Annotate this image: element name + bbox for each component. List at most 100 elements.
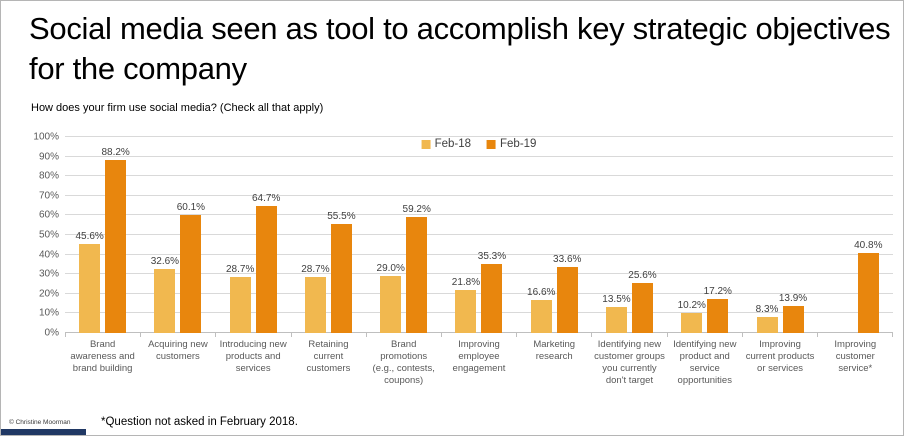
- legend-label: Feb-18: [434, 138, 471, 150]
- x-axis-tick: [592, 333, 668, 337]
- x-axis-tick: [292, 333, 367, 337]
- x-axis-tick: [743, 333, 818, 337]
- bar-value-label: 55.5%: [327, 211, 356, 223]
- bar-slot: 17.2%: [704, 137, 732, 333]
- bar-feb-19: [406, 216, 428, 333]
- y-tick-label: 80%: [38, 170, 59, 182]
- legend-item: Feb-18: [421, 138, 471, 150]
- legend-item: Feb-19: [487, 138, 536, 150]
- bar-group: 13.5% 25.6%: [592, 137, 667, 333]
- bar-slot: 40.8%: [854, 137, 882, 333]
- copyright-credit: © Christine Moorman: [9, 419, 71, 426]
- y-tick-label: 10%: [38, 307, 59, 319]
- bar-feb-19: [481, 263, 503, 333]
- footer-accent-bar: [1, 429, 86, 435]
- bar-value-label: 8.3%: [755, 303, 779, 315]
- legend-swatch-feb-19: [487, 139, 496, 149]
- bar-value-label: 16.6%: [527, 287, 556, 299]
- bar-group: 28.7% 64.7%: [216, 137, 291, 333]
- x-axis-tick: [65, 333, 142, 337]
- bar-value-label: 10.2%: [677, 300, 706, 312]
- legend: Feb-18 Feb-19: [421, 138, 536, 150]
- gridline: [65, 253, 893, 255]
- bar-slot: 16.6%: [527, 137, 555, 333]
- bar-slot: 28.7%: [301, 137, 330, 333]
- bar-group: 45.6% 88.2%: [65, 137, 140, 333]
- x-category-label: Retaining current customers: [306, 339, 351, 374]
- y-tick-label: 50%: [38, 229, 59, 241]
- bar-value-label: 45.6%: [75, 230, 104, 242]
- bar-slot: 25.6%: [628, 137, 657, 333]
- gridline: [65, 234, 893, 235]
- bar-group: 8.3% 13.9%: [742, 137, 817, 333]
- x-axis-labels: Brand awareness and brand building Acquir…: [65, 339, 893, 387]
- survey-question: How does your firm use social media? (Ch…: [31, 102, 324, 114]
- x-category-label: Brand awareness and brand building: [70, 339, 135, 374]
- bar-slot: 59.2%: [403, 137, 431, 333]
- bar-value-label: 35.3%: [477, 250, 507, 262]
- bar-slot: 8.3%: [755, 137, 779, 333]
- bar-value-label: 60.1%: [176, 202, 206, 214]
- x-category-label: Identifying new customer groups you curr…: [594, 339, 665, 386]
- x-axis-tick: [216, 333, 292, 337]
- bar-value-label: 28.7%: [225, 263, 255, 275]
- bar-slot: 64.7%: [252, 137, 280, 333]
- bar-feb-19: [782, 305, 804, 333]
- gridline: [65, 312, 893, 314]
- bar-value-label: 13.5%: [602, 293, 631, 305]
- bar-value-label: 25.6%: [628, 269, 657, 281]
- y-tick-label: 20%: [38, 288, 59, 300]
- bar-value-label: 17.2%: [703, 286, 732, 298]
- y-axis-labels: 0% 10% 20% 30% 40% 50% 60% 70% 80% 90% 100%: [31, 132, 59, 339]
- bar-group: 28.7% 55.5%: [291, 137, 366, 333]
- bar-slot: 10.2%: [678, 137, 706, 333]
- bar-feb-19: [556, 267, 578, 333]
- legend-label: Feb-19: [500, 138, 537, 150]
- bar-feb-18: [681, 313, 703, 333]
- gridline: [65, 155, 893, 157]
- bar-group: 16.6% 33.6%: [517, 137, 592, 333]
- bar-value-label: 33.6%: [553, 254, 582, 266]
- x-category-label: Brand promotions (e.g., contests, coupon…: [372, 339, 435, 386]
- bar-value-label: 59.2%: [402, 203, 431, 215]
- plot-area: Feb-18 Feb-19 45.6% 88.2% 32.6% 60.1% 28.7% 64…: [65, 136, 893, 333]
- bar-group: 40.8%: [818, 137, 893, 333]
- bar-feb-19: [707, 299, 729, 333]
- y-tick-label: 30%: [38, 268, 59, 280]
- bar-slot: [832, 137, 853, 333]
- x-category-label: Introducing new products and services: [219, 339, 287, 374]
- bar-slot: 45.6%: [75, 137, 104, 333]
- bar-chart: 0% 10% 20% 30% 40% 50% 60% 70% 80% 90% 100% Feb-18…: [31, 132, 894, 387]
- bar-group: 32.6% 60.1%: [140, 137, 215, 333]
- bar-feb-18: [380, 276, 402, 333]
- bar-slot: 21.8%: [452, 137, 480, 333]
- x-category-label: Acquiring new customers: [148, 339, 208, 362]
- y-tick-label: 60%: [38, 209, 59, 221]
- bar-value-label: 40.8%: [854, 240, 883, 252]
- bar-slot: 32.6%: [151, 137, 179, 333]
- bar-feb-19: [255, 206, 277, 333]
- footnote: *Question not asked in February 2018.: [101, 416, 298, 428]
- bar-feb-19: [180, 215, 202, 333]
- bar-feb-18: [229, 276, 251, 333]
- gridline: [65, 214, 893, 216]
- x-category-label: Improving employee engagement: [452, 339, 506, 374]
- gridline: [65, 332, 893, 333]
- bar-feb-18: [530, 300, 552, 333]
- x-category-label: Improving customer service*: [834, 339, 877, 374]
- bar-slot: 60.1%: [177, 137, 205, 333]
- gridline: [65, 136, 893, 137]
- bar-feb-18: [79, 243, 101, 333]
- bar-value-label: 88.2%: [101, 147, 130, 159]
- x-axis-ticks: [65, 333, 894, 337]
- bar-feb-18: [455, 290, 477, 333]
- x-axis-tick: [818, 333, 894, 337]
- bar-slot: 29.0%: [377, 137, 405, 333]
- bar-feb-19: [330, 224, 352, 333]
- gridline: [65, 292, 893, 294]
- bar-feb-18: [154, 269, 176, 333]
- y-tick-label: 0%: [44, 327, 59, 339]
- bar-slot: 13.9%: [779, 137, 807, 333]
- bar-group: 29.0% 59.2%: [366, 137, 441, 333]
